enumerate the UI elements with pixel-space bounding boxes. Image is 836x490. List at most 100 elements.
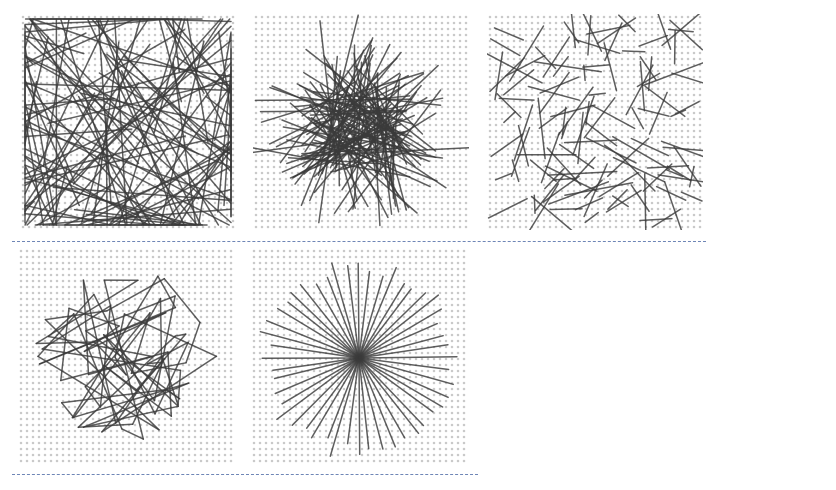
line-segment	[85, 188, 232, 226]
line-segment	[171, 18, 181, 73]
line-segment	[688, 165, 695, 188]
panel-2	[253, 14, 469, 230]
line-segment	[270, 344, 360, 359]
line-segment	[60, 307, 70, 382]
line-segment	[358, 288, 412, 359]
line-segment	[667, 28, 694, 33]
line-segment	[316, 110, 366, 149]
line-segment	[639, 60, 646, 112]
line-segment	[41, 348, 182, 372]
line-segment	[542, 175, 580, 203]
line-segment	[129, 84, 232, 226]
line-segment	[487, 197, 528, 219]
line-segment	[552, 55, 569, 77]
line-segment	[527, 85, 581, 101]
line-segment	[82, 405, 179, 428]
line-segment	[329, 357, 360, 457]
line-segment	[102, 334, 156, 402]
line-segment	[586, 24, 631, 35]
line-segment	[24, 35, 85, 55]
line-segment	[487, 53, 543, 84]
line-segment	[315, 283, 360, 359]
line-segment	[59, 18, 127, 226]
line-segment	[358, 357, 449, 399]
line-segment	[24, 83, 232, 92]
line-segment	[160, 355, 179, 406]
line-segment	[73, 313, 123, 430]
line-segment	[36, 184, 112, 226]
panel-1	[20, 14, 236, 230]
line-segment	[130, 362, 187, 375]
line-segment	[358, 357, 425, 427]
line-segment	[309, 54, 374, 202]
line-segment	[604, 22, 623, 62]
line-segment	[570, 14, 577, 49]
line-segment	[24, 37, 232, 224]
line-segment	[273, 357, 360, 380]
line-segment	[307, 116, 379, 157]
line-segment	[651, 208, 682, 228]
line-segment	[77, 95, 151, 226]
line-segment	[358, 275, 384, 359]
line-segment	[540, 131, 561, 184]
line-segment	[44, 310, 108, 321]
line-segment	[673, 145, 702, 187]
line-segment	[564, 181, 634, 196]
line-segment	[290, 291, 360, 359]
line-segment	[606, 137, 650, 178]
line-segment	[358, 266, 397, 359]
line-segment	[563, 139, 618, 144]
panel-2-plot	[253, 14, 469, 230]
line-segment	[93, 293, 156, 415]
line-segment	[358, 357, 434, 413]
line-segment	[85, 213, 188, 226]
line-segment	[557, 86, 594, 136]
line-segment	[534, 61, 602, 73]
line-segment	[358, 357, 384, 450]
line-segment	[657, 174, 703, 183]
line-segment	[621, 50, 646, 53]
line-segment	[603, 144, 623, 158]
line-segment	[84, 385, 102, 408]
line-segment	[147, 361, 163, 365]
line-segment	[358, 357, 406, 439]
line-segment	[490, 133, 524, 158]
line-segment	[281, 357, 360, 405]
line-segment	[582, 14, 603, 52]
line-segment	[358, 357, 361, 456]
line-segment	[299, 283, 360, 359]
line-segment	[24, 61, 76, 184]
line-segment	[114, 355, 163, 424]
line-segment	[327, 357, 360, 439]
line-segment	[358, 283, 406, 359]
line-segment	[494, 172, 513, 181]
line-segment	[357, 262, 360, 359]
line-segment	[657, 14, 672, 50]
line-segment	[639, 55, 657, 81]
line-segment	[537, 97, 546, 160]
line-segment	[638, 34, 669, 47]
line-segment	[508, 25, 545, 82]
line-segment	[611, 195, 629, 208]
line-segment	[268, 74, 409, 145]
line-segment	[197, 31, 232, 226]
line-segment	[304, 147, 469, 157]
line-segment	[41, 305, 112, 350]
line-segment	[358, 270, 371, 359]
panel-3	[487, 14, 703, 230]
line-segment	[547, 170, 618, 176]
line-segment	[24, 55, 232, 156]
line-segment	[587, 14, 592, 56]
line-segment	[644, 85, 686, 118]
line-segment	[494, 51, 504, 101]
line-segment	[371, 96, 381, 227]
line-segment	[259, 330, 360, 359]
line-segment	[106, 277, 166, 312]
line-segment	[120, 70, 202, 226]
line-segment	[574, 38, 621, 55]
line-segment	[328, 100, 373, 162]
line-segment	[550, 104, 596, 118]
dotted-background	[487, 14, 703, 230]
line-segment	[517, 124, 530, 167]
line-segment	[71, 275, 159, 419]
